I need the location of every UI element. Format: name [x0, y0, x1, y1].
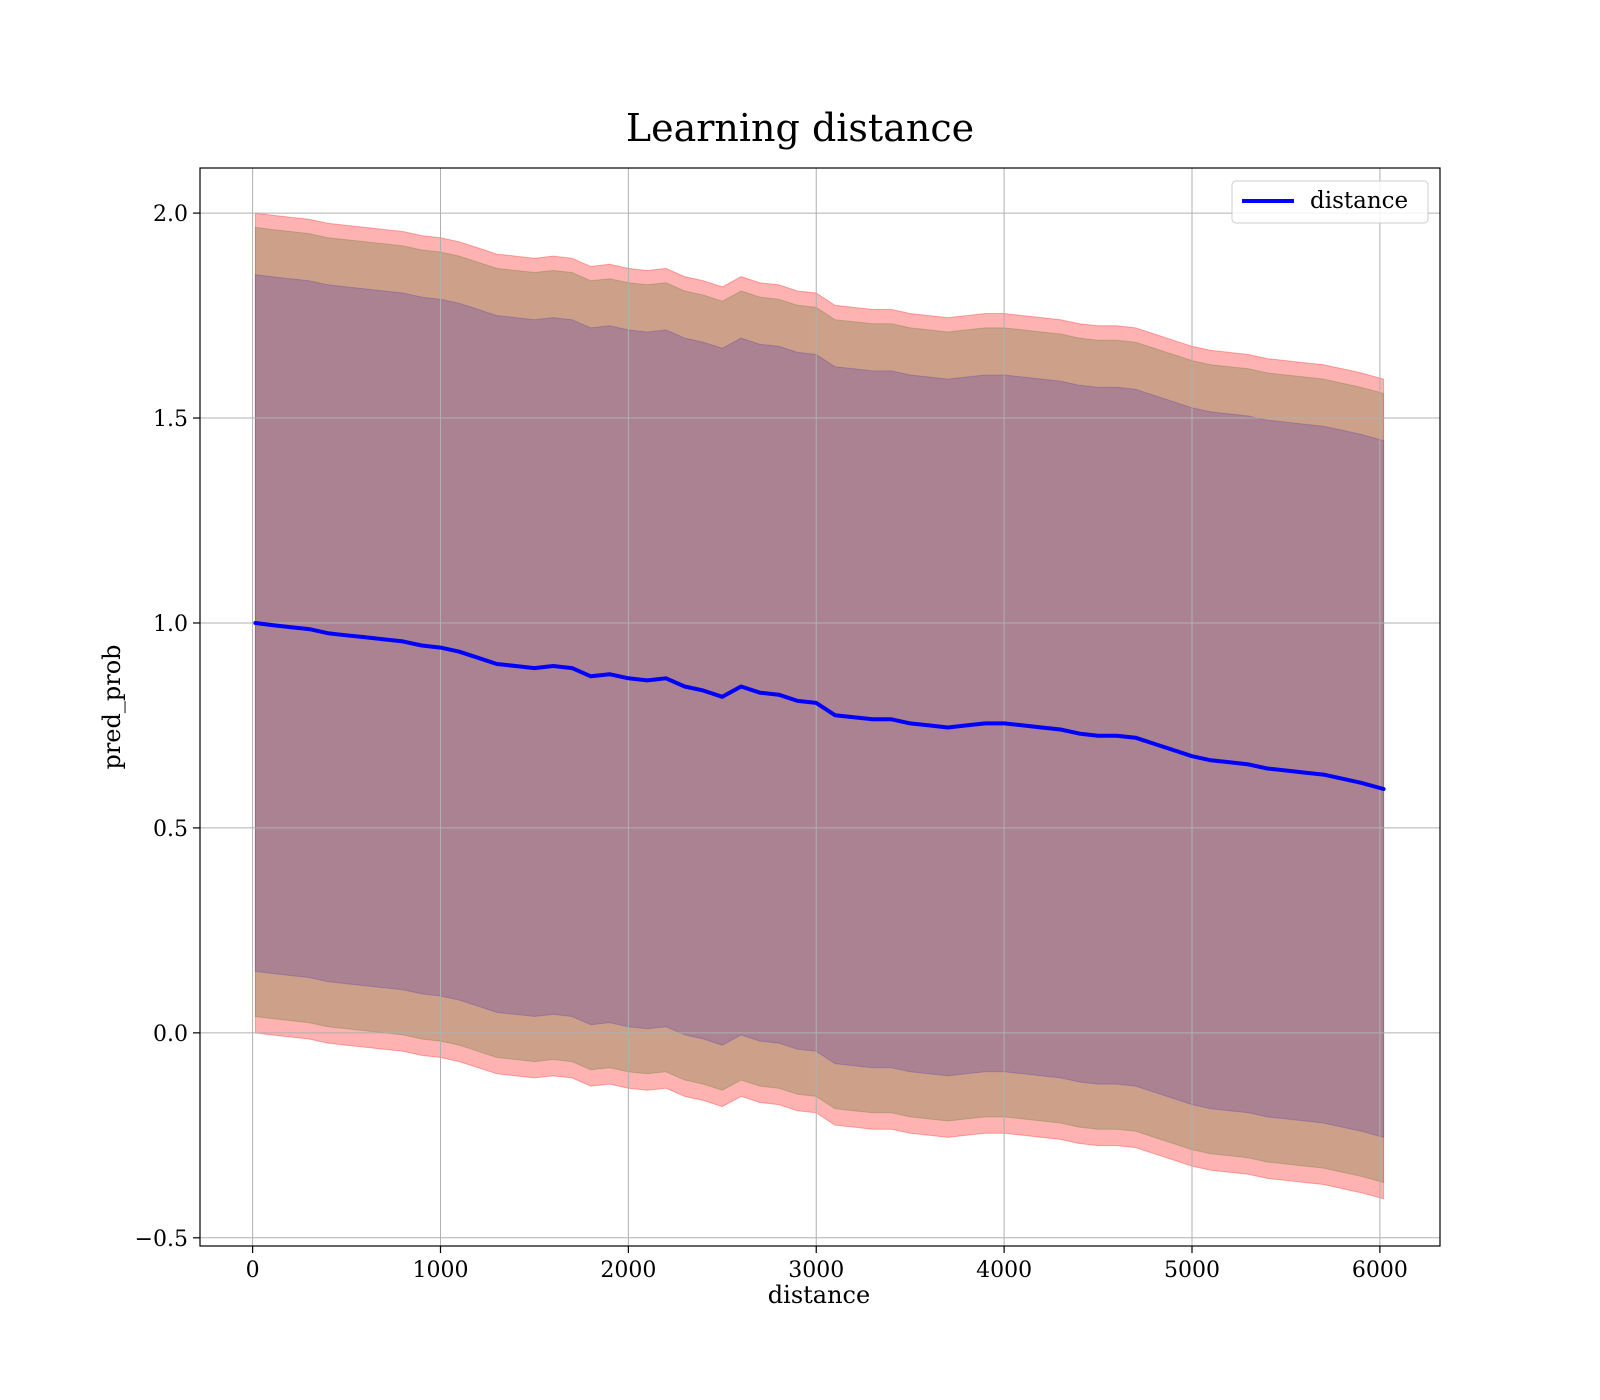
grid [200, 168, 1440, 1246]
y-tick-label: 2.0 [153, 202, 188, 227]
x-axis-title: distance [768, 1281, 870, 1309]
legend: distance [1231, 180, 1429, 224]
legend-label-distance: distance [1310, 188, 1408, 214]
y-tick-label: 0.5 [153, 817, 188, 842]
x-tick-label: 5000 [1164, 1258, 1220, 1283]
x-tick-label: 4000 [976, 1258, 1032, 1283]
y-tick-label: 0.0 [153, 1022, 188, 1047]
series-lines [253, 621, 1386, 791]
x-axis-ticks: 0 1000 2000 3000 4000 5000 6000 [246, 1246, 1408, 1283]
x-tick-label: 3000 [788, 1258, 844, 1283]
y-tick-label: 1.5 [153, 407, 188, 432]
y-tick-label: −0.5 [135, 1227, 188, 1252]
legend-box [1231, 180, 1429, 224]
x-tick-label: 6000 [1352, 1258, 1408, 1283]
chart-title: Learning distance [626, 106, 974, 150]
x-tick-label: 2000 [600, 1258, 656, 1283]
y-axis-ticks: −0.5 0.0 0.5 1.0 1.5 2.0 [135, 202, 200, 1252]
y-tick-label: 1.0 [153, 612, 188, 637]
x-tick-label: 0 [246, 1258, 260, 1283]
plot-frame [199, 167, 1441, 1247]
x-tick-label: 1000 [412, 1258, 468, 1283]
series-line-distance [253, 621, 1386, 791]
y-axis-title: pred_prob [98, 644, 126, 769]
